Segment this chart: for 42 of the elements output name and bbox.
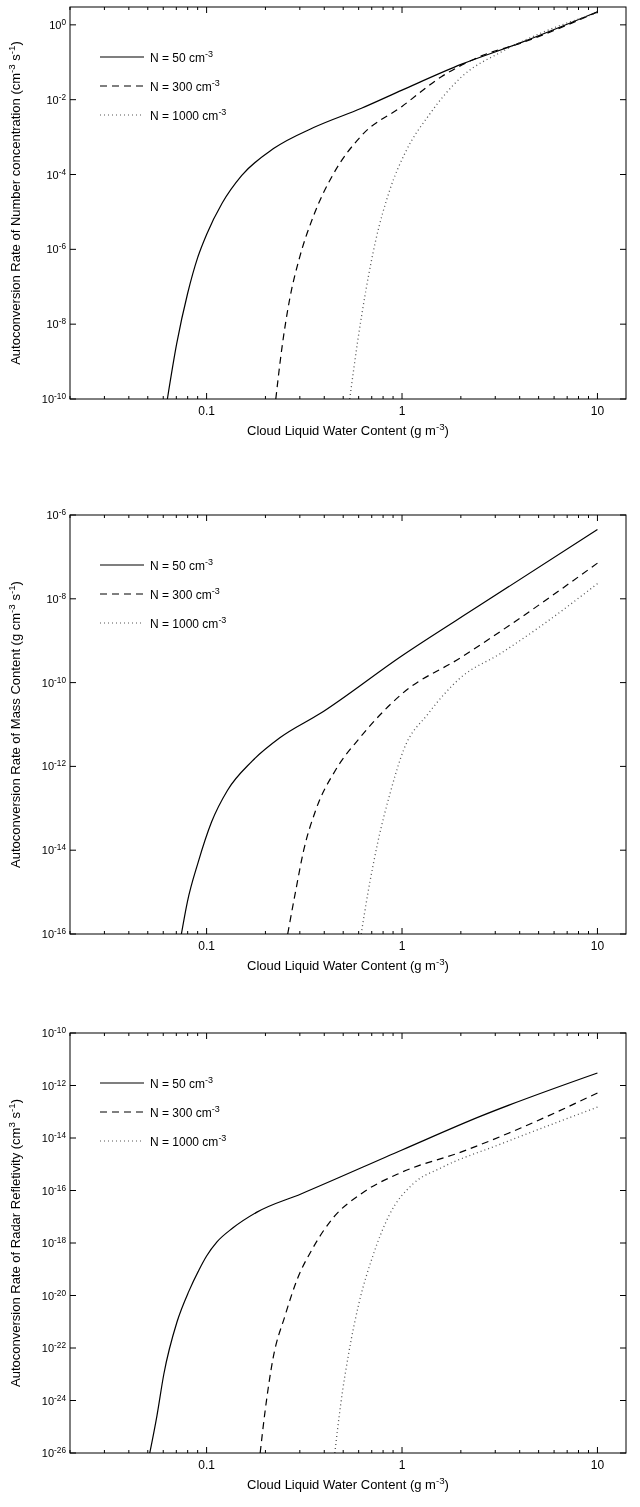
y-tick-label: 10$^{-8}$ <box>46 591 67 605</box>
y-tick-label: 10$^{-24}$ <box>41 1393 67 1407</box>
y-tick-label: 10$^{-12}$ <box>41 1078 67 1092</box>
y-tick-label: 10$^{0}$ <box>49 17 67 31</box>
y-tick-label: 10$^{-2}$ <box>46 92 67 106</box>
y-tick-label: 10$^{-10}$ <box>41 391 67 405</box>
legend-label: N = 50 cm$^{-3}$ <box>150 557 214 573</box>
x-axis-title: Cloud Liquid Water Content (g m$^{-3}$) <box>247 420 449 438</box>
x-tick-label: 1 <box>398 404 406 418</box>
y-tick-label: 10$^{-16}$ <box>41 1183 67 1197</box>
x-tick-label: 0.1 <box>198 1458 216 1472</box>
y-tick-label: 10$^{-4}$ <box>46 167 67 181</box>
y-tick-label: 10$^{-18}$ <box>41 1235 67 1249</box>
y-tick-label: 10$^{-10}$ <box>41 1025 67 1039</box>
y-tick-label: 10$^{-10}$ <box>41 675 67 689</box>
legend-label: N = 50 cm$^{-3}$ <box>150 1075 214 1091</box>
legend-label: N = 1000 cm$^{-3}$ <box>150 615 227 631</box>
x-tick-label: 10 <box>590 404 605 418</box>
x-tick-label: 1 <box>398 939 406 953</box>
x-tick-label: 1 <box>398 1458 406 1472</box>
y-tick-label: 10$^{-8}$ <box>46 316 67 331</box>
y-tick-label: 10$^{-22}$ <box>41 1340 67 1354</box>
y-tick-label: 10$^{-26}$ <box>41 1445 67 1459</box>
x-axis-title: Cloud Liquid Water Content (g m$^{-3}$) <box>247 955 449 973</box>
x-axis-title: Cloud Liquid Water Content (g m$^{-3}$) <box>247 1474 449 1492</box>
x-tick-label: 0.1 <box>198 939 216 953</box>
y-tick-label: 10$^{-6}$ <box>46 507 67 521</box>
legend-label: N = 300 cm$^{-3}$ <box>150 78 220 94</box>
x-tick-label: 10 <box>590 1458 605 1472</box>
y-tick-label: 10$^{-12}$ <box>41 758 67 773</box>
y-tick-label: 10$^{-20}$ <box>41 1288 67 1302</box>
legend-label: N = 50 cm$^{-3}$ <box>150 49 214 65</box>
y-tick-label: 10$^{-6}$ <box>46 241 67 256</box>
x-tick-label: 10 <box>590 939 605 953</box>
legend-label: N = 1000 cm$^{-3}$ <box>150 1133 227 1149</box>
y-tick-label: 10$^{-14}$ <box>41 842 67 857</box>
legend-label: N = 300 cm$^{-3}$ <box>150 586 220 602</box>
y-tick-label: 10$^{-14}$ <box>41 1130 67 1144</box>
legend-label: N = 1000 cm$^{-3}$ <box>150 107 227 123</box>
legend-label: N = 300 cm$^{-3}$ <box>150 1104 220 1120</box>
x-tick-label: 0.1 <box>198 404 216 418</box>
y-tick-label: 10$^{-16}$ <box>41 926 67 940</box>
